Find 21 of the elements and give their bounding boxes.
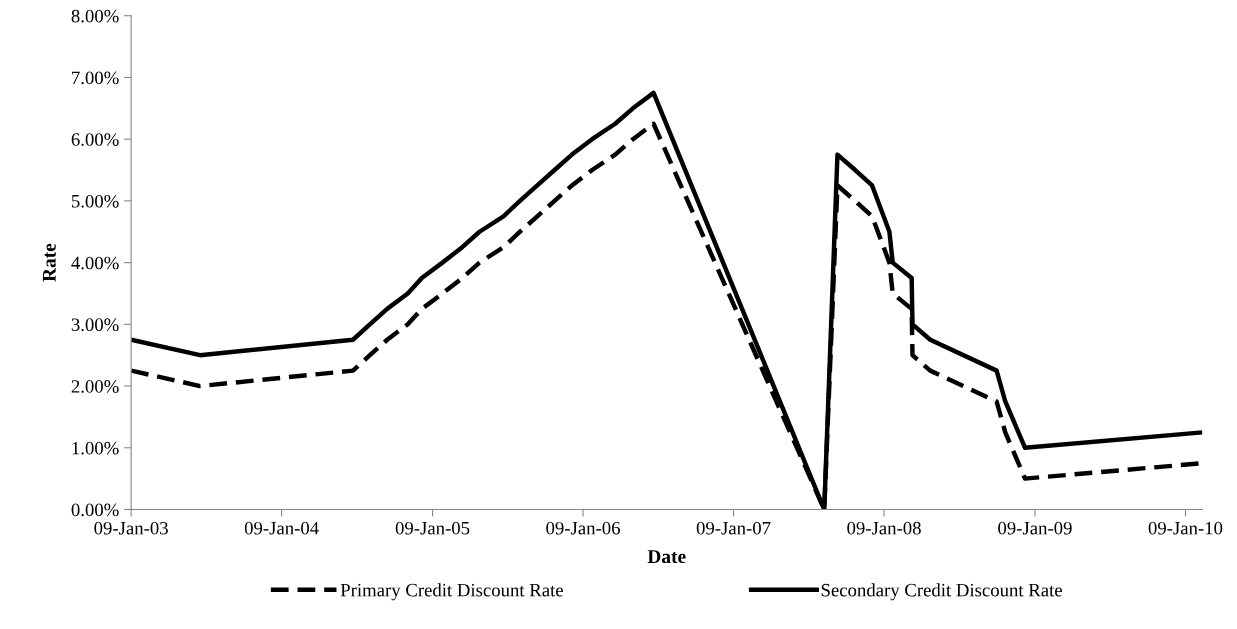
x-axis-title: Date [647, 550, 686, 564]
x-tick-label: 09-Jan-10 [1148, 521, 1223, 535]
x-tick-label: 09-Jan-07 [696, 521, 771, 535]
y-tick-label: 0.00% [71, 503, 119, 517]
y-tick-label: 6.00% [71, 133, 119, 146]
y-tick-label: 3.00% [71, 318, 119, 332]
y-tick-label: 4.00% [71, 256, 119, 270]
y-tick-label: 1.00% [72, 441, 119, 455]
y-tick-label: 2.00% [71, 380, 119, 393]
x-tick-label: 09-Jan-09 [998, 521, 1072, 535]
x-tick-label: 09-Jan-06 [546, 521, 620, 535]
y-tick-label: 7.00% [72, 71, 119, 85]
legend-label: Secondary Credit Discount Rate [821, 583, 1062, 601]
x-tick-label: 09-Jan-04 [244, 521, 319, 535]
y-tick-label: 5.00% [71, 194, 119, 208]
x-tick-label: 09-Jan-03 [94, 521, 168, 535]
x-tick-label: 09-Jan-08 [847, 521, 921, 535]
y-tick-label: 8.00% [71, 9, 119, 23]
x-tick-label: 09-Jan-05 [395, 521, 470, 535]
legend-label: Primary Credit Discount Rate [340, 583, 563, 601]
y-axis-title: Rate [42, 243, 56, 282]
